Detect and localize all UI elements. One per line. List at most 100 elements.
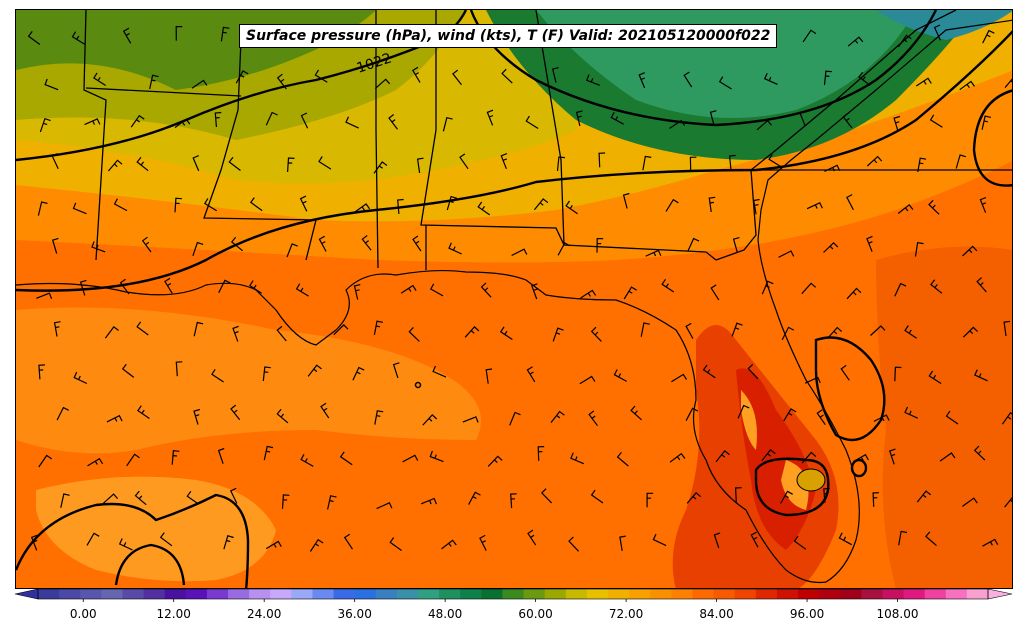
wind-barb — [235, 70, 249, 84]
wind-barb — [374, 410, 384, 425]
wind-barb — [893, 115, 901, 132]
colorbar-swatch — [206, 589, 229, 599]
wind-barb — [552, 327, 564, 342]
temperature-band-79-gulf-south — [36, 476, 276, 582]
colorbar-swatch — [59, 589, 81, 599]
wind-barb — [73, 371, 88, 385]
map-panel: 1022 Surface pressure (hPa), wind (kts),… — [15, 9, 1013, 589]
wind-barb — [982, 29, 995, 44]
wind-barb — [442, 116, 453, 132]
wind-barb — [400, 284, 417, 294]
wind-barb — [164, 277, 173, 294]
wind-barb — [432, 365, 447, 378]
colorbar-tick-label: 48.00 — [427, 607, 463, 621]
wind-barb — [191, 79, 208, 89]
wind-barb — [192, 241, 204, 256]
colorbar-tick-label: 96.00 — [789, 607, 825, 621]
wind-barb — [300, 112, 309, 129]
wind-barb — [846, 194, 854, 211]
wind-barb — [652, 533, 667, 547]
wind-barb — [747, 363, 759, 380]
wind-barb — [174, 197, 182, 213]
wind-barb — [928, 199, 940, 215]
wind-barb — [914, 242, 924, 257]
wind-barb — [38, 364, 45, 380]
wind-barb — [737, 404, 750, 419]
wind-barb — [136, 321, 149, 336]
wind-barb — [500, 153, 508, 170]
wind-barb — [756, 119, 772, 131]
wind-barb — [840, 364, 850, 381]
colorbar-swatch — [312, 589, 335, 599]
map-title: Surface pressure (hPa), wind (kts), T (F… — [239, 24, 778, 48]
wind-barb — [732, 237, 740, 253]
wind-barb — [230, 404, 241, 421]
wind-barb — [300, 454, 314, 467]
wind-barb — [499, 326, 513, 341]
wind-barb — [979, 196, 987, 213]
wind-barb — [388, 114, 398, 130]
colorbar-tick-label: 12.00 — [156, 607, 191, 621]
colorbar-swatch — [143, 589, 166, 599]
wind-barb — [175, 361, 183, 377]
wind-barb — [104, 326, 119, 339]
wind-barb — [630, 405, 642, 421]
wind-barb — [276, 73, 287, 90]
wind-barb — [39, 117, 51, 133]
wind-barb — [333, 324, 349, 336]
colorbar-swatch — [101, 589, 123, 599]
wind-barb — [939, 452, 956, 462]
coastline — [16, 19, 1012, 584]
wind-barb — [853, 453, 869, 463]
wind-barb — [93, 72, 107, 87]
wind-barb — [973, 445, 986, 461]
colorbar-swatch — [396, 589, 419, 599]
state-borders — [83, 10, 1012, 270]
wind-barb — [683, 71, 693, 88]
colorbar-swatch — [291, 589, 313, 599]
wind-barb — [982, 538, 999, 547]
colorbar-swatch — [418, 589, 440, 599]
wind-barb — [107, 159, 123, 172]
wind-barb — [511, 248, 528, 257]
wind-barb — [352, 366, 365, 381]
wind-barb — [823, 487, 830, 503]
wind-barb — [509, 411, 521, 426]
wind-barb — [783, 408, 797, 422]
wind-barb — [159, 532, 173, 547]
colorbar-swatch — [439, 589, 461, 599]
wind-barb — [685, 322, 694, 339]
wind-barb — [429, 450, 444, 463]
colorbar-swatch — [586, 589, 609, 599]
wind-barb — [816, 409, 826, 426]
wind-barb — [420, 497, 437, 505]
colorbar-tick-label: 24.00 — [247, 607, 282, 621]
wind-barb — [598, 152, 606, 168]
wind-barb — [464, 326, 480, 338]
wind-barb — [669, 119, 686, 129]
colorbar-tick-label: 0.00 — [69, 607, 97, 621]
wind-barb — [79, 279, 87, 296]
wind-barb — [590, 326, 602, 342]
wind-barb — [86, 532, 100, 546]
wind-barb — [309, 538, 324, 552]
wind-barb — [343, 533, 353, 550]
wind-barb — [866, 235, 873, 252]
colorbar-tick-label: 72.00 — [608, 607, 644, 621]
wind-barb — [468, 491, 481, 505]
wind-barb — [376, 502, 393, 510]
wind-barb — [806, 202, 823, 210]
wind-barb — [91, 241, 106, 253]
wind-barb — [1001, 411, 1012, 425]
wind-barb — [661, 278, 675, 293]
wind-barb — [728, 154, 736, 170]
wind-barb — [307, 364, 322, 377]
wind-barb — [531, 283, 538, 300]
wind-barb — [53, 321, 61, 337]
wind-barb — [793, 535, 807, 550]
wind-barb — [930, 279, 943, 294]
colorbar-swatch — [903, 589, 926, 599]
wind-barb — [262, 366, 271, 382]
wind-barb — [638, 72, 646, 89]
colorbar-swatch — [249, 589, 271, 599]
